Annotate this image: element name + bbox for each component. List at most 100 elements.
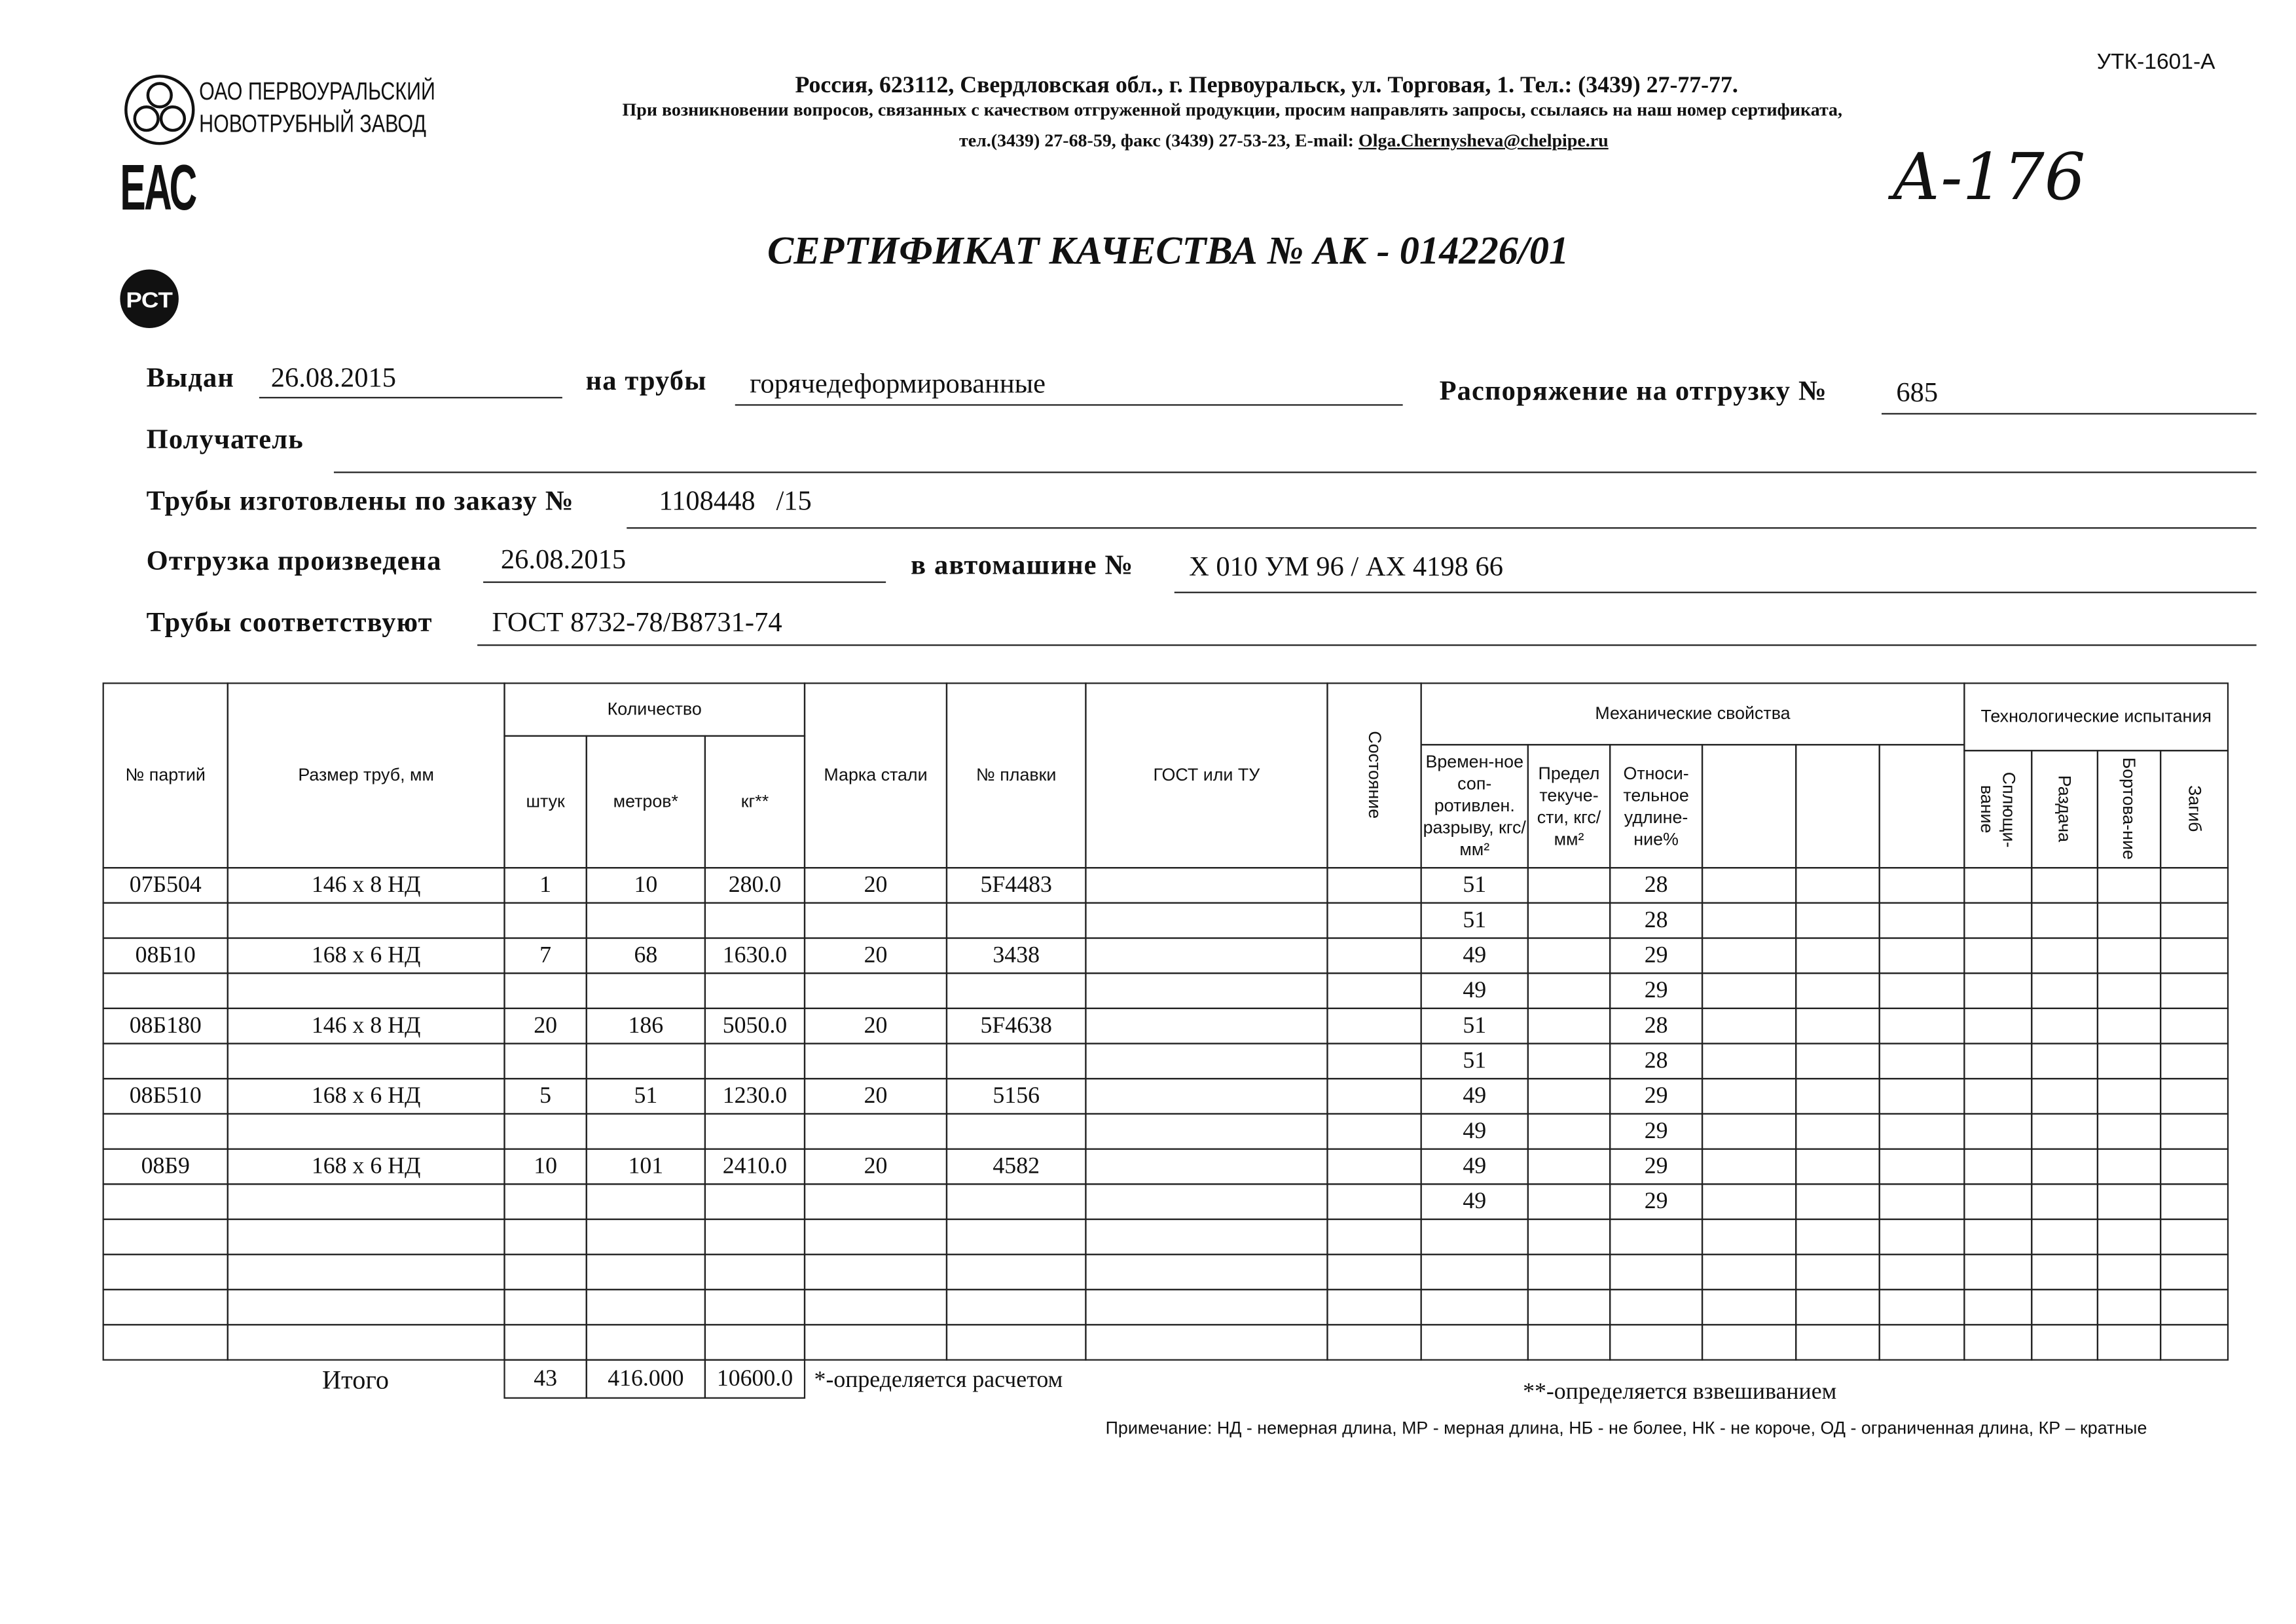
header-yield: Предел текуче-сти, кгс/мм²	[1527, 744, 1611, 869]
table-cell	[2096, 1253, 2162, 1291]
table-cell	[2096, 1183, 2162, 1221]
table-cell	[1878, 1078, 1965, 1115]
total-meters-text: 416.000	[608, 1365, 684, 1391]
table-cell	[1085, 1007, 1328, 1044]
table-cell	[1326, 972, 1422, 1010]
divider	[259, 397, 562, 399]
table-cell-text: 3438	[993, 942, 1040, 968]
table-cell: 168 х 6 НД	[227, 937, 505, 974]
table-cell	[102, 1183, 228, 1221]
divider	[627, 527, 2257, 529]
table-cell	[1701, 1007, 1797, 1044]
header-empty	[1701, 744, 1797, 869]
table-cell	[803, 1323, 948, 1361]
table-cell	[1878, 1183, 1965, 1221]
table-cell	[503, 1289, 587, 1326]
table-cell	[1795, 1148, 1880, 1185]
table-cell: 3438	[945, 937, 1087, 974]
table-cell	[1326, 1043, 1422, 1080]
table-cell-text: 68	[634, 942, 658, 968]
handwritten-note: А-176	[1891, 140, 2086, 215]
table-cell	[704, 1323, 806, 1361]
header-quantity: Количество	[503, 682, 806, 737]
table-cell-text: 5156	[993, 1082, 1040, 1108]
table-cell	[2031, 1113, 2099, 1150]
vehicle-value: Х 010 УМ 96 / АХ 4198 66	[1189, 552, 1503, 583]
table-cell	[585, 1253, 706, 1291]
table-cell-text: 10	[534, 1153, 558, 1179]
table-cell	[1963, 867, 2033, 904]
address-line: Россия, 623112, Свердловская обл., г. Пе…	[795, 73, 1738, 98]
table-cell-text: 101	[628, 1153, 664, 1179]
table-cell-text: 07Б504	[129, 872, 202, 897]
table-cell	[1085, 1323, 1328, 1361]
table-cell	[2031, 1289, 2099, 1326]
table-cell	[2096, 937, 2162, 974]
table-cell	[803, 1183, 948, 1221]
header-mechanical-text: Механические свойства	[1595, 703, 1791, 724]
table-cell: 51	[585, 1078, 706, 1115]
table-cell	[1701, 1078, 1797, 1115]
table-cell: 08Б510	[102, 1078, 228, 1115]
table-cell: 29	[1609, 1113, 1704, 1150]
table-cell	[1085, 1113, 1328, 1150]
table-cell: 7	[503, 937, 587, 974]
table-cell-text: 1230.0	[722, 1082, 788, 1108]
table-cell: 51	[1420, 902, 1529, 939]
table-cell	[1085, 1289, 1328, 1326]
table-cell	[1963, 902, 2033, 939]
total-meters: 416.000	[585, 1359, 706, 1399]
table-cell-text: 20	[864, 1153, 888, 1179]
table-cell-text: 146 х 8 НД	[311, 872, 421, 897]
table-cell	[227, 1289, 505, 1326]
table-cell	[102, 1218, 228, 1255]
table-cell	[1085, 1183, 1328, 1221]
table-cell	[1701, 1043, 1797, 1080]
table-cell	[1420, 1289, 1529, 1326]
table-cell	[1795, 937, 1880, 974]
vehicle-label: в автомашине №	[911, 550, 1134, 581]
table-cell	[1527, 902, 1611, 939]
table-cell	[2031, 1007, 2099, 1044]
table-cell	[1326, 1218, 1422, 1255]
table-cell	[1085, 1078, 1328, 1115]
table-cell	[102, 902, 228, 939]
table-cell	[945, 902, 1087, 939]
table-cell	[1326, 1148, 1422, 1185]
remark: Примечание: НД - немерная длина, МР - ме…	[1105, 1418, 2147, 1439]
table-cell	[1878, 902, 1965, 939]
table-cell	[1795, 1043, 1880, 1080]
company-name-line2: НОВОТРУБНЫЙ ЗАВОД	[199, 109, 426, 138]
table-cell-text: 29	[1644, 1118, 1668, 1143]
divider	[333, 471, 2257, 473]
table-cell	[2096, 1218, 2162, 1255]
table-cell: 5F4638	[945, 1007, 1087, 1044]
table-cell	[2159, 1078, 2229, 1115]
table-cell	[1701, 1218, 1797, 1255]
table-cell	[503, 972, 587, 1010]
table-cell	[2031, 1323, 2099, 1361]
phone-fax: тел.(3439) 27-68-59, факс (3439) 27-53-2…	[958, 130, 1359, 151]
table-cell	[2031, 937, 2099, 974]
table-cell: 5050.0	[704, 1007, 806, 1044]
table-cell	[1085, 1148, 1328, 1185]
table-cell: 29	[1609, 972, 1704, 1010]
table-cell	[585, 902, 706, 939]
table-cell	[1795, 1113, 1880, 1150]
table-cell	[1878, 1043, 1965, 1080]
table-cell	[102, 1043, 228, 1080]
table-cell	[1878, 1253, 1965, 1291]
header-state: Состояние	[1326, 682, 1422, 869]
table-cell	[1527, 1113, 1611, 1150]
table-cell: 4582	[945, 1148, 1087, 1185]
table-cell-text: 49	[1463, 977, 1487, 1003]
header-pieces: штук	[503, 735, 587, 869]
table-cell	[1420, 1253, 1529, 1291]
table-cell-text: 7	[539, 942, 552, 968]
table-cell	[1795, 972, 1880, 1010]
table-cell	[1527, 1043, 1611, 1080]
footnote-calc: *-определяется расчетом	[814, 1367, 1063, 1393]
email-link[interactable]: Olga.Chernysheva@chelpipe.ru	[1358, 130, 1609, 151]
table-cell-text: 08Б510	[129, 1082, 202, 1108]
table-cell: 68	[585, 937, 706, 974]
